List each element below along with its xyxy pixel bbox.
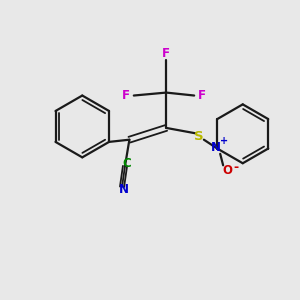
Text: O: O xyxy=(223,164,232,177)
Text: -: - xyxy=(234,161,239,174)
Text: S: S xyxy=(194,130,203,143)
Text: N: N xyxy=(211,141,221,154)
Text: N: N xyxy=(118,183,128,196)
Text: +: + xyxy=(220,136,228,146)
Text: F: F xyxy=(162,47,170,60)
Text: F: F xyxy=(122,89,130,102)
Text: C: C xyxy=(122,157,131,170)
Text: F: F xyxy=(198,89,206,102)
